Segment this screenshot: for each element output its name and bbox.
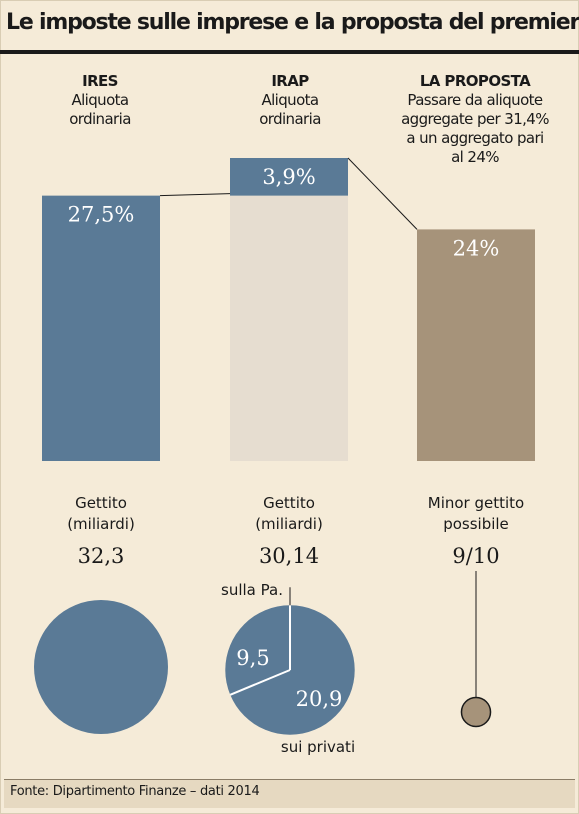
bar-proposta: [417, 229, 535, 461]
slice-value-label: 9,5: [236, 646, 269, 670]
bar-irap: [230, 158, 348, 196]
bar-value-label: 27,5%: [68, 203, 135, 227]
gettito-label: Gettito (miliardi): [67, 494, 135, 533]
pie-slice-divider: [229, 669, 291, 696]
column-header-irap: IRAP Aliquota ordinaria: [210, 72, 370, 129]
title-rule: [0, 50, 579, 54]
column-subheading: Aliquota ordinaria: [69, 91, 131, 128]
source-note: Fonte: Dipartimento Finanze – dati 2014: [10, 784, 260, 799]
gettito-label: Gettito (miliardi): [255, 494, 323, 533]
bar-value-label: 24%: [453, 236, 500, 260]
bar-irap-base: [230, 195, 348, 461]
source-box: [4, 779, 575, 808]
gettito-value: 9/10: [452, 544, 499, 568]
pie-minor-gettito: [460, 696, 492, 728]
connector-line: [159, 193, 231, 197]
column-heading: LA PROPOSTA: [419, 72, 531, 90]
gettito-value: 32,3: [78, 544, 125, 568]
pie-ires: [34, 600, 168, 734]
connector-line: [347, 157, 418, 230]
column-heading: IRAP: [271, 72, 309, 90]
column-subheading: Aliquota ordinaria: [259, 91, 321, 128]
slice-value-label: 20,9: [296, 687, 343, 711]
slice-name-label: sulla Pa.: [221, 581, 283, 599]
slice-name-label: sui privati: [281, 738, 355, 756]
column-header-ires: IRES Aliquota ordinaria: [20, 72, 180, 129]
column-heading: IRES: [82, 72, 118, 90]
bar-value-label: 3,9%: [262, 165, 315, 189]
gettito-value: 30,14: [259, 544, 319, 568]
gettito-label: Minor gettito possibile: [428, 494, 524, 533]
chart-title: Le imposte sulle imprese e la proposta d…: [6, 10, 579, 35]
column-header-proposta: LA PROPOSTA Passare da aliquote aggregat…: [380, 72, 570, 167]
bar-ires: [42, 195, 160, 461]
column-subheading: Passare da aliquote aggregate per 31,4% …: [401, 91, 549, 166]
